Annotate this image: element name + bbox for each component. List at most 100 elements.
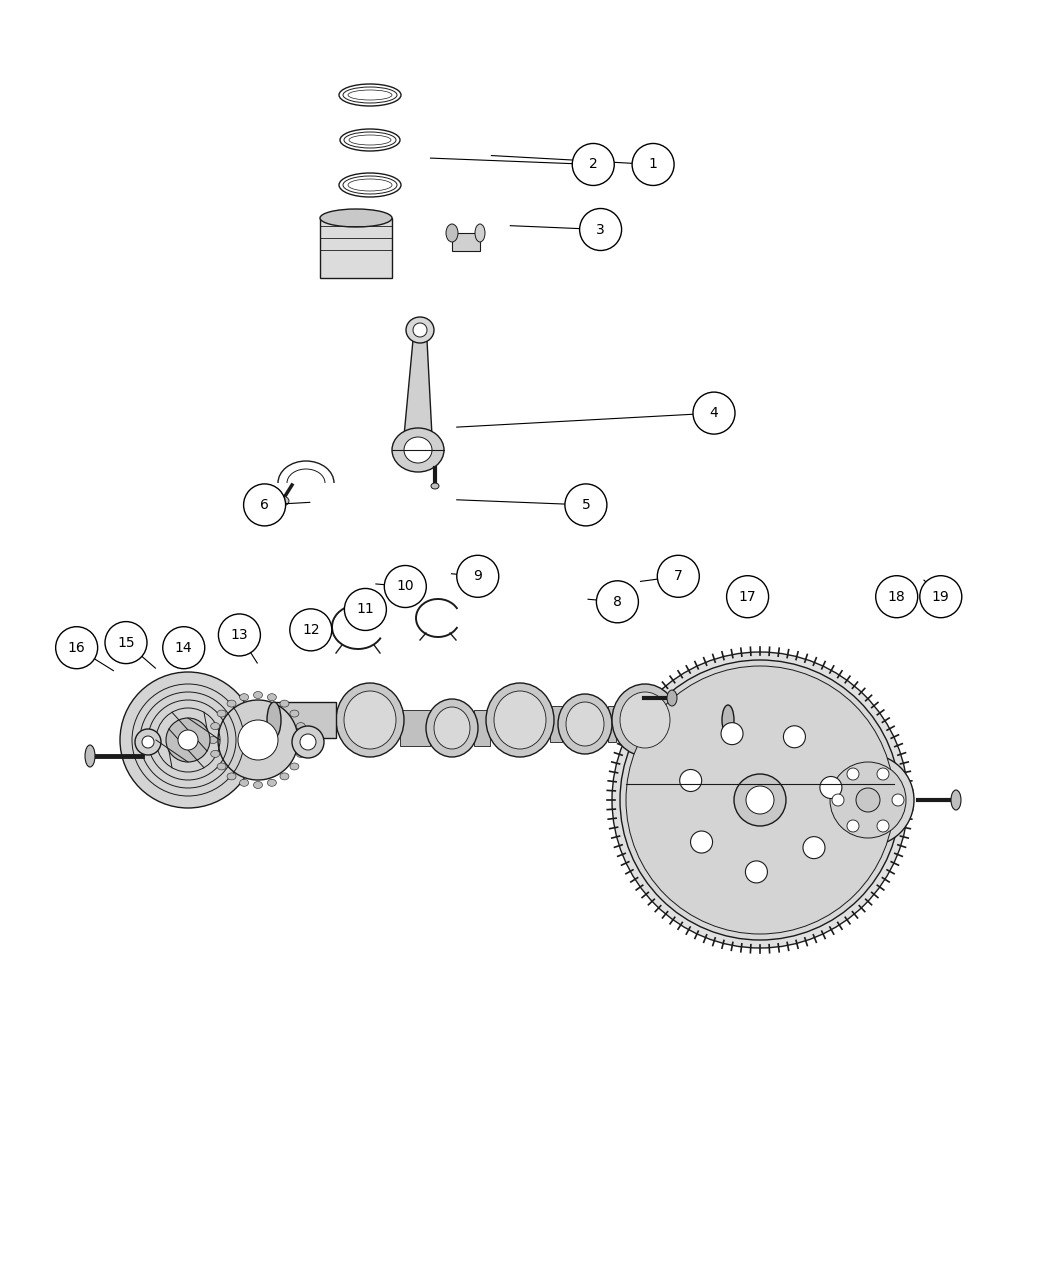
Circle shape [142, 736, 154, 748]
Circle shape [877, 768, 889, 780]
Ellipse shape [566, 703, 604, 746]
Ellipse shape [320, 209, 392, 227]
Circle shape [56, 627, 98, 668]
Circle shape [290, 609, 332, 650]
Circle shape [783, 725, 805, 747]
Circle shape [847, 820, 859, 833]
Circle shape [457, 556, 499, 597]
Text: 17: 17 [739, 590, 756, 603]
Circle shape [218, 700, 298, 780]
Circle shape [620, 660, 900, 940]
Ellipse shape [290, 762, 299, 770]
Ellipse shape [446, 224, 458, 242]
Text: 9: 9 [474, 570, 482, 583]
Text: 4: 4 [710, 407, 718, 419]
Circle shape [300, 734, 316, 750]
Ellipse shape [349, 135, 391, 145]
Circle shape [822, 754, 914, 847]
Ellipse shape [280, 700, 289, 708]
Circle shape [832, 794, 844, 806]
Circle shape [244, 484, 286, 525]
Ellipse shape [667, 690, 677, 706]
Ellipse shape [558, 694, 612, 754]
Text: 10: 10 [397, 580, 414, 593]
Circle shape [135, 729, 161, 755]
Circle shape [580, 209, 622, 250]
Ellipse shape [430, 483, 439, 490]
Ellipse shape [227, 700, 236, 708]
Polygon shape [404, 340, 432, 436]
Text: 16: 16 [68, 641, 85, 654]
Text: 5: 5 [582, 499, 590, 511]
Ellipse shape [296, 751, 306, 757]
Text: 13: 13 [231, 629, 248, 641]
Circle shape [691, 831, 713, 853]
Ellipse shape [253, 782, 262, 788]
Ellipse shape [227, 773, 236, 780]
Ellipse shape [426, 699, 478, 757]
Circle shape [612, 652, 908, 949]
Circle shape [565, 484, 607, 525]
Ellipse shape [296, 723, 306, 729]
Ellipse shape [298, 737, 308, 743]
Ellipse shape [348, 91, 392, 99]
Circle shape [727, 576, 769, 617]
Ellipse shape [239, 694, 249, 701]
Ellipse shape [413, 323, 427, 337]
Circle shape [292, 725, 324, 759]
Ellipse shape [239, 779, 249, 787]
Circle shape [746, 785, 774, 813]
Ellipse shape [722, 705, 734, 734]
Circle shape [178, 731, 198, 750]
Ellipse shape [344, 691, 396, 748]
Circle shape [384, 566, 426, 607]
Ellipse shape [217, 710, 226, 717]
Ellipse shape [275, 496, 289, 506]
FancyBboxPatch shape [550, 706, 562, 742]
Ellipse shape [267, 703, 281, 738]
Ellipse shape [268, 694, 276, 701]
FancyBboxPatch shape [320, 218, 392, 278]
Text: 7: 7 [674, 570, 682, 583]
Ellipse shape [280, 773, 289, 780]
Ellipse shape [475, 224, 485, 242]
Circle shape [163, 627, 205, 668]
Circle shape [657, 556, 699, 597]
Ellipse shape [392, 428, 444, 472]
FancyBboxPatch shape [400, 710, 430, 746]
Ellipse shape [290, 710, 299, 717]
Circle shape [238, 720, 278, 760]
Circle shape [877, 820, 889, 833]
Circle shape [120, 672, 256, 808]
Circle shape [596, 581, 638, 622]
Ellipse shape [348, 179, 392, 191]
Circle shape [572, 144, 614, 185]
Text: 18: 18 [888, 590, 905, 603]
Circle shape [679, 770, 701, 792]
Circle shape [876, 576, 918, 617]
Text: 3: 3 [596, 223, 605, 236]
Ellipse shape [620, 692, 670, 748]
Ellipse shape [486, 683, 554, 757]
FancyBboxPatch shape [678, 705, 728, 734]
Ellipse shape [336, 683, 404, 757]
Text: 1: 1 [649, 158, 657, 171]
Circle shape [632, 144, 674, 185]
FancyBboxPatch shape [274, 703, 336, 738]
Ellipse shape [494, 691, 546, 748]
Text: 6: 6 [260, 499, 269, 511]
Text: 8: 8 [613, 595, 622, 608]
Circle shape [166, 718, 210, 762]
Circle shape [734, 774, 786, 826]
FancyBboxPatch shape [452, 233, 480, 251]
Text: 11: 11 [357, 603, 374, 616]
Circle shape [830, 762, 906, 838]
Ellipse shape [253, 691, 262, 699]
Text: 2: 2 [589, 158, 597, 171]
Text: 19: 19 [932, 590, 949, 603]
Ellipse shape [268, 779, 276, 787]
Circle shape [820, 776, 842, 798]
Ellipse shape [209, 737, 217, 743]
Circle shape [803, 836, 825, 858]
Ellipse shape [217, 762, 226, 770]
